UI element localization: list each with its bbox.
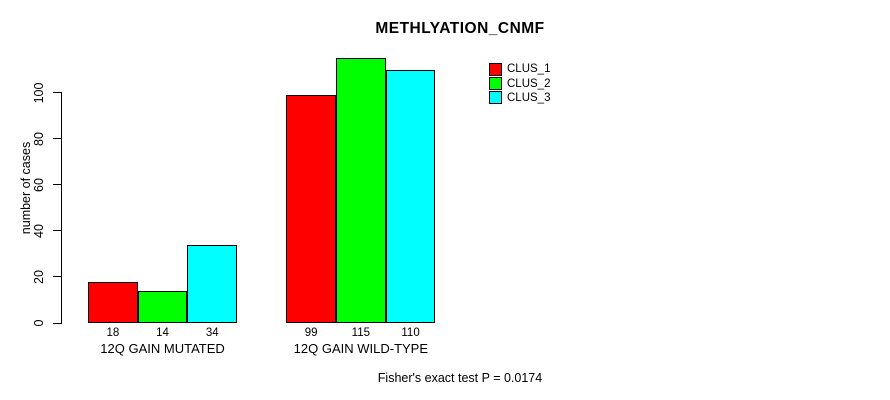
bar-clus_2-group1	[336, 58, 386, 323]
y-axis-tick	[53, 230, 61, 232]
bar-clus_3-group0	[187, 244, 238, 323]
legend: CLUS_1 CLUS_2 CLUS_3	[489, 62, 550, 105]
bar-value-label: 34	[205, 327, 219, 339]
y-axis-tick	[53, 138, 61, 140]
y-axis-tick-label: 0	[32, 319, 46, 327]
legend-swatch-clus_2	[489, 77, 502, 91]
annotation-text: Fisher's exact test P = 0.0174	[377, 371, 543, 385]
bar-value-label: 14	[156, 327, 169, 339]
bar-clus_3-group1	[385, 69, 436, 323]
legend-swatch-clus_1	[489, 62, 502, 76]
y-axis-line	[61, 92, 62, 324]
bar-value-label: 115	[351, 327, 371, 339]
bar-clus_2-group0	[137, 290, 188, 323]
y-axis-tick-label: 20	[32, 269, 46, 284]
y-axis-tick	[53, 184, 61, 186]
category-label: 12Q GAIN WILD-TYPE	[293, 341, 429, 356]
y-axis-tick	[53, 92, 61, 94]
y-axis-tick	[53, 322, 61, 324]
bar-value-label: 110	[401, 327, 420, 339]
bar-clus_1-group0	[88, 281, 138, 323]
legend-item: CLUS_3	[489, 91, 550, 105]
legend-item: CLUS_2	[489, 76, 551, 91]
legend-label: CLUS_1	[507, 63, 551, 76]
category-label: 12Q GAIN MUTATED	[100, 341, 225, 356]
y-axis-tick-label: 80	[32, 131, 46, 146]
y-axis-tick-label: 60	[32, 177, 46, 192]
chart-title: METHLYATION_CNMF	[375, 20, 545, 37]
legend-label: CLUS_2	[507, 77, 551, 90]
y-axis-tick-label: 100	[32, 82, 46, 104]
y-axis-tick-label: 40	[32, 223, 46, 238]
legend-item: CLUS_1	[489, 62, 550, 76]
bar-value-label: 18	[106, 327, 120, 339]
legend-swatch-clus_3	[489, 91, 502, 105]
y-axis-title: number of cases	[19, 141, 33, 235]
bar-value-label: 99	[304, 327, 318, 339]
y-axis-tick	[53, 276, 61, 278]
legend-label: CLUS_3	[507, 91, 551, 104]
bar-clus_1-group1	[286, 94, 336, 323]
